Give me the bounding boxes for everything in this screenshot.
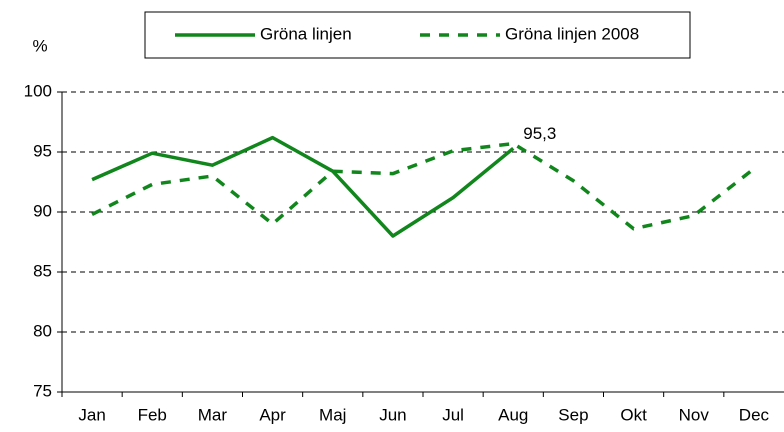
y-tick-label: 80 [33, 321, 52, 340]
x-tick-label: Dec [739, 405, 770, 424]
y-tick-label: 90 [33, 201, 52, 220]
y-tick-label: 100 [24, 81, 52, 100]
x-tick-label: Okt [620, 405, 647, 424]
y-axis-label: % [32, 36, 47, 55]
series-line [91, 141, 755, 231]
y-tick-label: 75 [33, 381, 52, 400]
x-tick-label: Nov [679, 405, 710, 424]
x-tick-label: Jul [442, 405, 464, 424]
x-tick-label: Mar [198, 405, 228, 424]
x-tick-label: Jun [379, 405, 406, 424]
data-label: 95,3 [523, 124, 556, 143]
x-tick-label: Jan [78, 405, 105, 424]
series-line [91, 135, 515, 238]
x-tick-label: Apr [259, 405, 286, 424]
y-tick-label: 95 [33, 141, 52, 160]
legend-label: Gröna linjen 2008 [505, 24, 639, 43]
y-tick-label: 85 [33, 261, 52, 280]
x-tick-label: Aug [498, 405, 528, 424]
legend-label: Gröna linjen [260, 24, 352, 43]
x-tick-label: Feb [138, 405, 167, 424]
x-tick-label: Maj [319, 405, 346, 424]
x-tick-label: Sep [558, 405, 588, 424]
